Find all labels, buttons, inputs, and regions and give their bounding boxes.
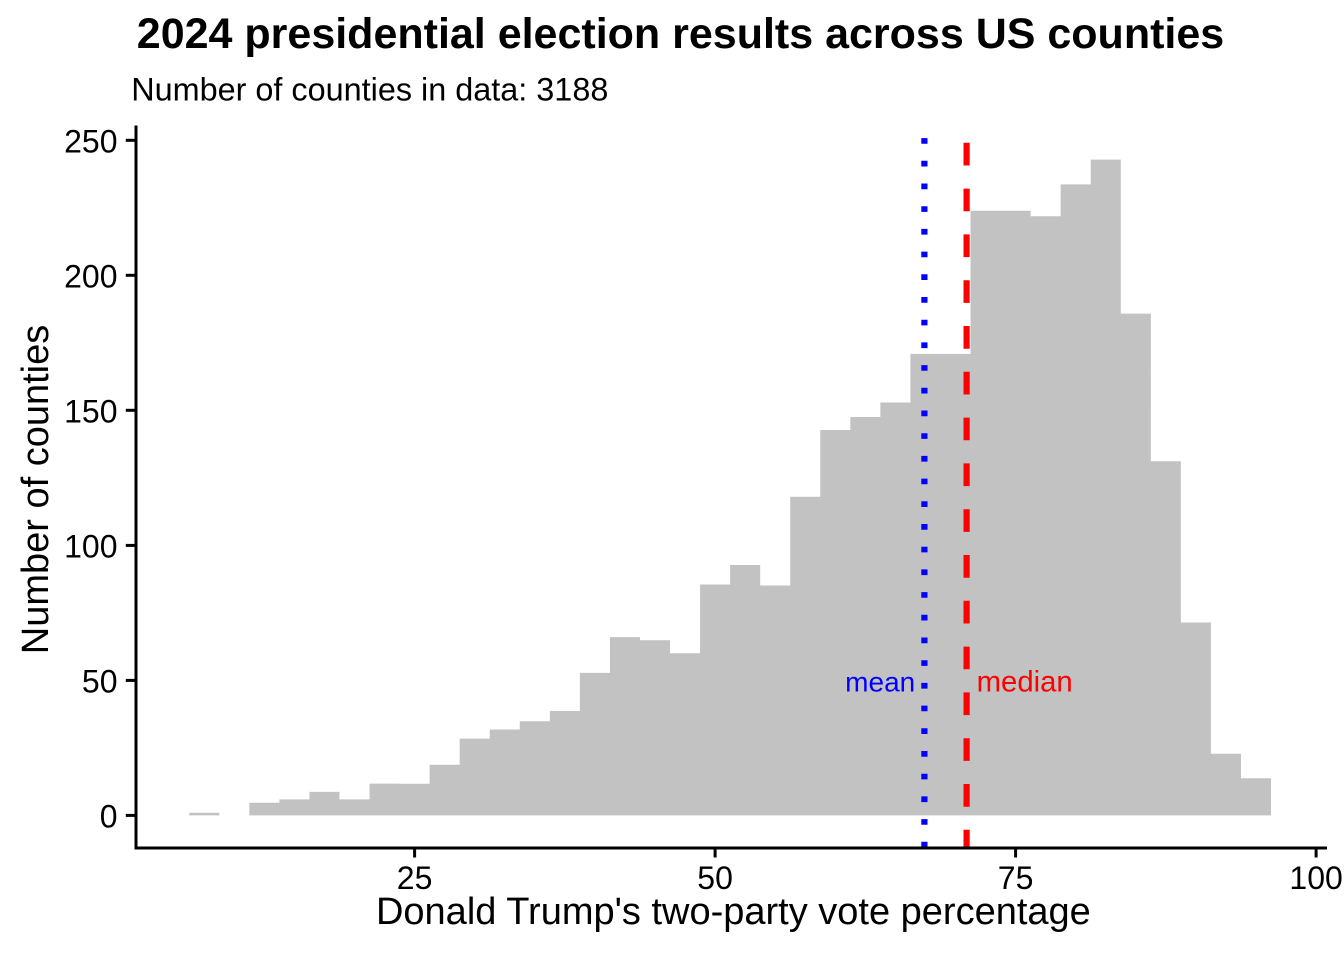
svg-text:100: 100	[1289, 860, 1342, 896]
svg-text:100: 100	[64, 528, 117, 564]
svg-text:75: 75	[998, 860, 1034, 896]
svg-text:25: 25	[397, 860, 433, 896]
svg-text:median: median	[977, 666, 1073, 699]
svg-text:Number of counties: Number of counties	[15, 325, 57, 655]
svg-text:250: 250	[64, 123, 117, 159]
svg-text:Donald Trump's two-party vote: Donald Trump's two-party vote percentage	[376, 891, 1091, 933]
svg-text:mean: mean	[845, 667, 915, 698]
svg-text:0: 0	[100, 798, 118, 834]
svg-text:50: 50	[82, 663, 118, 699]
svg-text:200: 200	[64, 258, 117, 294]
svg-text:2024 presidential election res: 2024 presidential election results acros…	[137, 10, 1224, 58]
svg-text:Number of counties in data: 31: Number of counties in data: 3188	[131, 71, 608, 107]
svg-text:150: 150	[64, 393, 117, 429]
svg-text:50: 50	[697, 860, 733, 896]
